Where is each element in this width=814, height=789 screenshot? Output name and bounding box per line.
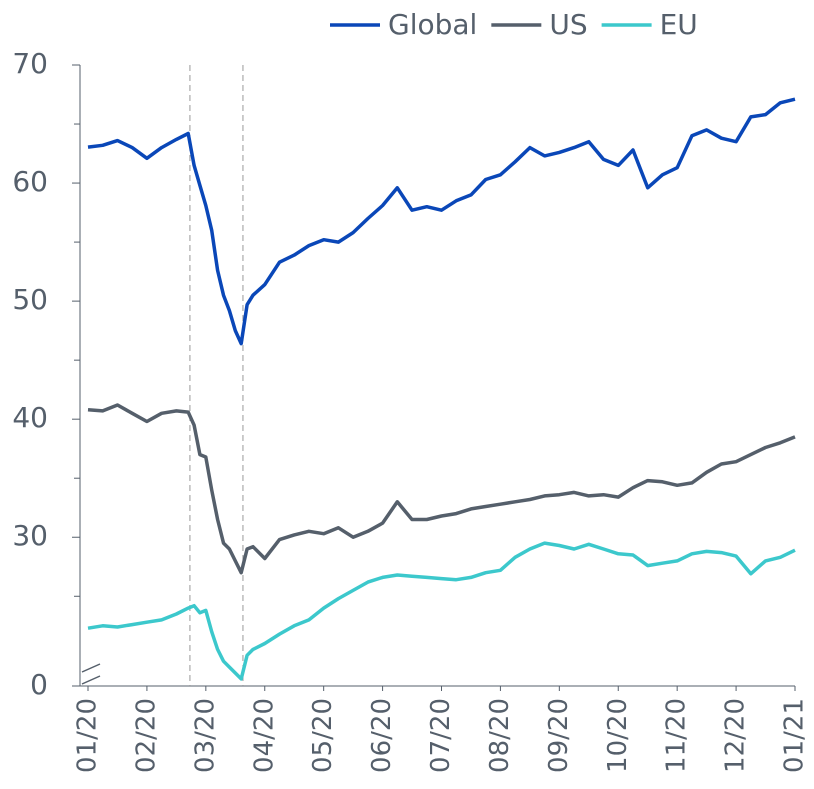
- series-line: [87, 403, 796, 575]
- x-tick-label: 10/20: [603, 698, 633, 773]
- axis-break: [81, 675, 101, 685]
- series-line: [87, 97, 796, 346]
- x-tick-label: 01/21: [780, 698, 810, 773]
- x-tick-label: 08/20: [485, 698, 515, 773]
- x-tick-label: 02/20: [131, 698, 161, 773]
- x-tick-label: 12/20: [721, 698, 751, 773]
- y-tick-label: 70: [12, 47, 48, 80]
- x-tick-label: 03/20: [190, 698, 220, 773]
- y-tick-label: 0: [30, 668, 48, 701]
- axis-break: [81, 663, 101, 673]
- x-tick-label: 01/20: [73, 698, 103, 773]
- x-tick-label: 05/20: [308, 698, 338, 773]
- y-tick-label: 60: [12, 165, 48, 198]
- y-tick-label: 40: [12, 401, 48, 434]
- x-tick-label: 06/20: [367, 698, 397, 773]
- x-tick-label: 04/20: [249, 698, 279, 773]
- legend-label: US: [549, 8, 587, 41]
- legend-label: EU: [660, 8, 698, 41]
- y-tick-label: 30: [12, 519, 48, 552]
- x-tick-label: 09/20: [544, 698, 574, 773]
- x-tick-label: 11/20: [662, 698, 692, 773]
- x-tick-label: 07/20: [426, 698, 456, 773]
- series-line: [87, 541, 796, 681]
- y-tick-label: 50: [12, 283, 48, 316]
- legend-label: Global: [388, 8, 477, 41]
